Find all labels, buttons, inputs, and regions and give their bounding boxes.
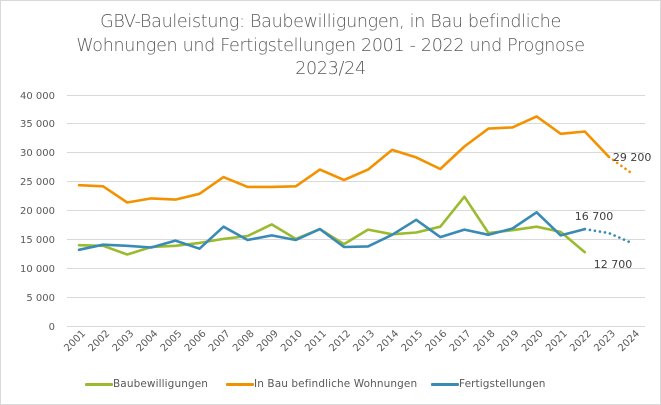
x-tick-label: 2008 xyxy=(231,328,257,354)
forecast-line-fertigstellungen xyxy=(583,227,635,245)
legend-label-in-bau: In Bau befindliche Wohnungen xyxy=(254,378,418,390)
x-tick-label: 2002 xyxy=(86,328,112,354)
y-tick-label: 15 000 xyxy=(20,235,55,246)
x-tick-label: 2017 xyxy=(448,328,474,354)
x-tick-label: 2016 xyxy=(424,328,450,354)
legend-item-fertigstellungen: Fertigstellungen xyxy=(431,376,546,392)
x-axis-tick-labels: 2001200220032004200520062007200820092010… xyxy=(62,328,642,354)
x-tick-label: 2019 xyxy=(496,328,522,354)
x-tick-label: 2010 xyxy=(279,328,305,354)
gridlines xyxy=(67,95,645,327)
x-tick-label: 2009 xyxy=(255,328,281,354)
data-label-in-bau-befindliche-wohnungen: 29 200 xyxy=(613,151,652,164)
x-tick-label: 2011 xyxy=(303,328,329,354)
x-tick-label: 2004 xyxy=(135,328,161,354)
chart-title: GBV-Bauleistung: Baubewilligungen, in Ba… xyxy=(0,11,661,82)
legend-label-baubewilligungen: Baubewilligungen xyxy=(113,378,209,390)
series-line-in-bau-befindliche-wohnungen xyxy=(77,115,611,204)
x-tick-label: 2015 xyxy=(400,328,426,354)
chart-title-line-3: 2023/24 xyxy=(295,59,366,79)
forecast-line-in-bau-befindliche-wohnungen xyxy=(607,155,635,176)
y-tick-label: 0 xyxy=(49,322,55,333)
y-tick-label: 20 000 xyxy=(20,206,55,217)
y-tick-label: 5 000 xyxy=(26,293,55,304)
x-tick-label: 2001 xyxy=(62,328,88,354)
legend: Baubewilligungen In Bau befindliche Wohn… xyxy=(0,376,661,392)
legend-swatch-fertigstellungen xyxy=(431,382,459,386)
x-tick-label: 2012 xyxy=(327,328,353,354)
x-tick-label: 2014 xyxy=(375,328,401,354)
x-tick-label: 2024 xyxy=(616,328,642,354)
legend-swatch-baubewilligungen xyxy=(85,382,113,386)
legend-swatch-in-bau xyxy=(226,382,254,386)
x-tick-label: 2023 xyxy=(592,328,618,354)
series-lines xyxy=(77,115,635,256)
series-line-fertigstellungen xyxy=(77,211,587,252)
x-tick-label: 2020 xyxy=(520,328,546,354)
x-tick-label: 2007 xyxy=(207,328,233,354)
x-tick-label: 2021 xyxy=(544,328,570,354)
legend-item-baubewilligungen: Baubewilligungen xyxy=(85,376,208,392)
x-tick-label: 2006 xyxy=(183,328,209,354)
x-tick-label: 2003 xyxy=(111,328,137,354)
y-tick-label: 10 000 xyxy=(20,264,55,275)
y-tick-label: 30 000 xyxy=(20,148,55,159)
data-labels: 12 700 29 200 16 700 xyxy=(575,151,652,271)
y-tick-label: 35 000 xyxy=(20,119,55,130)
legend-item-in-bau: In Bau befindliche Wohnungen xyxy=(226,376,417,392)
data-label-fertigstellungen: 16 700 xyxy=(575,210,614,223)
x-tick-label: 2018 xyxy=(472,328,498,354)
data-label-baubewilligungen: 12 700 xyxy=(594,258,633,271)
y-tick-label: 40 000 xyxy=(20,91,55,102)
x-tick-label: 2022 xyxy=(568,328,594,354)
chart-title-line-2: Wohnungen und Fertigstellungen 2001 - 20… xyxy=(76,35,585,56)
y-tick-label: 25 000 xyxy=(20,177,55,188)
chart-title-line-1: GBV-Bauleistung: Baubewilligungen, in Ba… xyxy=(100,12,561,32)
y-axis-tick-labels: 0 5 000 10 000 15 000 20 000 25 000 30 000 35 0… xyxy=(20,91,55,333)
legend-label-fertigstellungen: Fertigstellungen xyxy=(459,378,546,390)
x-tick-label: 2013 xyxy=(351,328,377,354)
x-tick-label: 2005 xyxy=(159,328,185,354)
